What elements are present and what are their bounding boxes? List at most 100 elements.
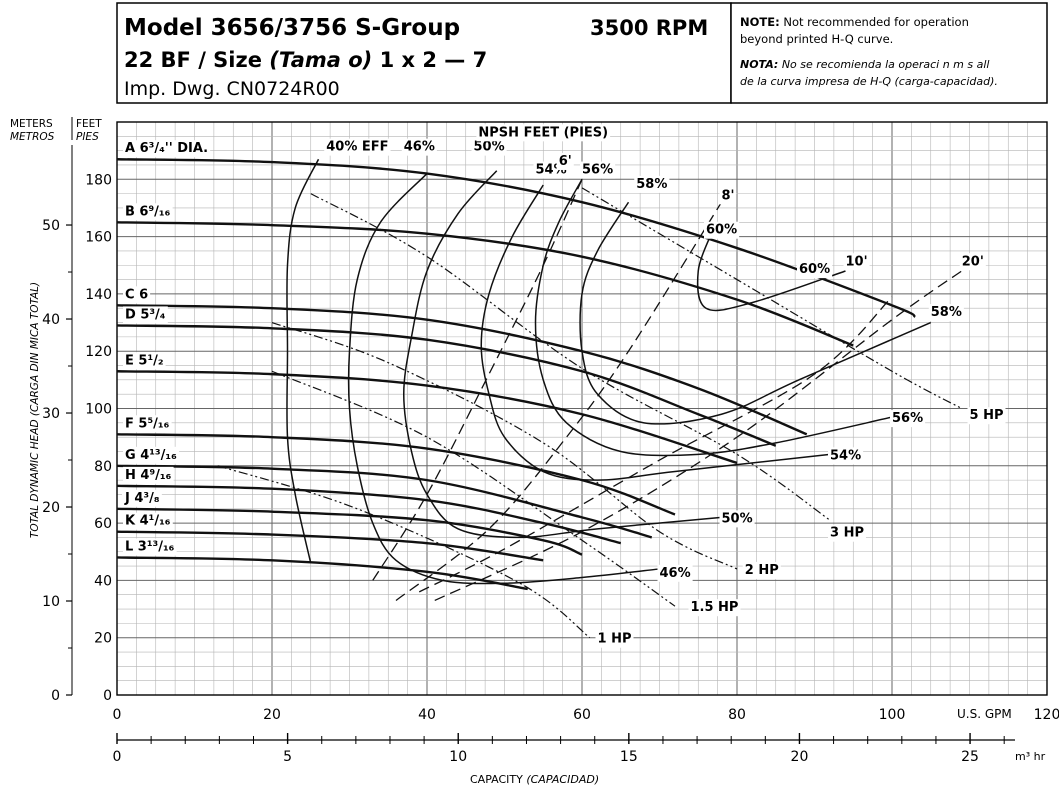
- nota-label: NOTA:: [740, 58, 778, 71]
- efficiency-label-bg: [324, 138, 391, 156]
- head-curve-label-bg: [123, 306, 168, 324]
- head-curve: [117, 324, 777, 447]
- m3hr-tick-label: 20: [791, 749, 809, 765]
- efficiency-label-right-bg: [928, 304, 964, 322]
- head-curve-label: F 5⁵/₁₆: [125, 416, 170, 431]
- meter-tick-label: 10: [42, 594, 60, 610]
- m3hr-tick-label: 5: [283, 749, 292, 765]
- efficiency-curve: [286, 158, 320, 564]
- nota-text1: No se recomienda la operaci n m s all: [778, 58, 989, 71]
- size-line: 22 BF / Size (Tama o) 1 x 2 — 7: [124, 48, 487, 72]
- efficiency-label-right: 60%: [799, 262, 830, 277]
- nota-line2: de la curva impresa de H-Q (carga-capaci…: [740, 75, 998, 88]
- head-curve-label: A 6³/₄'' DIA.: [125, 141, 208, 156]
- head-curve-label-bg: [123, 140, 211, 158]
- note-box: [730, 2, 1048, 104]
- npsh-label-bg: [843, 253, 870, 271]
- hp-label-bg: [688, 599, 741, 617]
- head-curve-label-bg: [123, 415, 172, 433]
- npsh-label-bg: [959, 253, 986, 271]
- m3hr-tick-label: 25: [961, 749, 979, 765]
- npsh-label: 6': [559, 154, 572, 169]
- head-curve-label-bg: [123, 286, 151, 304]
- meter-tick-label: 40: [42, 312, 60, 328]
- head-curve: [117, 556, 528, 591]
- head-curve: [117, 484, 622, 545]
- gpm-tick-label: 120: [1034, 707, 1059, 723]
- efficiency-label: 58%: [636, 177, 667, 192]
- gpm-tick-label: 80: [728, 707, 746, 723]
- feet-tick-label: 0: [103, 688, 112, 704]
- size-line-a: 22 BF / Size: [124, 48, 269, 72]
- head-curve-label: D 5³/₄: [125, 307, 166, 322]
- head-curve: [117, 530, 544, 562]
- npsh-title: NPSH FEET (PIES): [478, 125, 608, 140]
- efficiency-label-right-bg: [797, 261, 833, 279]
- gpm-tick-label: 100: [879, 707, 906, 723]
- head-curve-label: B 6⁹/₁₆: [125, 204, 171, 219]
- rpm-label: 3500 RPM: [590, 16, 708, 40]
- meters-header: METERS: [10, 118, 53, 130]
- efficiency-label-bg: [401, 138, 437, 156]
- efficiency-curve: [347, 173, 660, 585]
- efficiency-label-right: 58%: [931, 305, 962, 320]
- plot-area: [117, 158, 963, 639]
- head-curve-label-bg: [123, 446, 180, 464]
- efficiency-label-right-bg: [657, 564, 693, 582]
- feet-tick-label: 180: [85, 172, 112, 188]
- npsh-label: 20': [962, 254, 984, 269]
- efficiency-curve: [696, 227, 846, 312]
- x-axis-title: CAPACITY (CAPACIDAD): [470, 773, 599, 786]
- efficiency-label-right: 46%: [660, 566, 691, 581]
- efficiency-curve: [534, 178, 893, 457]
- efficiency-label-bg: [704, 221, 740, 239]
- npsh-curve: [372, 179, 583, 581]
- head-curve: [117, 507, 583, 556]
- head-curve-label: J 4³/₈: [124, 491, 160, 506]
- efficiency-label-right: 56%: [892, 411, 923, 426]
- note-label: NOTE:: [740, 15, 780, 29]
- x-axis-title-b: (CAPACIDAD): [526, 773, 599, 786]
- head-curve-label-bg: [123, 538, 177, 556]
- feet-tick-label: 120: [85, 344, 112, 360]
- feet-tick-label: 100: [85, 402, 112, 418]
- efficiency-label: 56%: [582, 163, 613, 178]
- hp-label-bg: [828, 524, 866, 542]
- feet-tick-label: 140: [85, 287, 112, 303]
- efficiency-label-right: 54%: [830, 448, 861, 463]
- head-curve-label: H 4⁹/₁₆: [125, 468, 172, 483]
- npsh-title-bg: [476, 124, 611, 142]
- y-axis-title: TOTAL DYNAMIC HEAD (CARGA DIN MICA TOTAL…: [29, 282, 41, 538]
- hp-curve: [310, 193, 831, 521]
- gpm-tick-label: 40: [418, 707, 436, 723]
- feet-tick-label: 160: [85, 230, 112, 246]
- efficiency-label: 46%: [404, 140, 435, 155]
- size-line-c: 1 x 2 — 7: [372, 48, 487, 72]
- plot-grid: [116, 121, 1048, 696]
- efficiency-label-bg: [634, 175, 670, 193]
- model-title: Model 3656/3756 S-Group: [124, 15, 460, 41]
- gpm-tick-label: 20: [263, 707, 281, 723]
- npsh-label: 10': [846, 254, 868, 269]
- efficiency-label-right-bg: [719, 510, 755, 528]
- hp-label-bg: [742, 561, 781, 579]
- head-curve-label: L 3¹³/₁₆: [125, 539, 175, 554]
- hp-label: 2 HP: [745, 563, 779, 578]
- hp-curve: [217, 465, 591, 639]
- hp-curve: [581, 187, 963, 410]
- head-curve-label: K 4¹/₁₆: [125, 514, 171, 529]
- m3hr-tick-label: 10: [449, 749, 467, 765]
- head-curve-label-bg: [123, 466, 174, 484]
- npsh-label: 8': [722, 188, 735, 203]
- efficiency-label-right-bg: [828, 447, 864, 465]
- note-text1: Not recommended for operation: [780, 15, 969, 29]
- impeller-drawing: Imp. Dwg. CN0724R00: [124, 78, 340, 100]
- hp-curve: [271, 370, 676, 607]
- feet-tick-label: 60: [94, 516, 112, 532]
- npsh-label-bg: [719, 187, 737, 205]
- title-box: [116, 2, 732, 104]
- head-curve-label: E 5¹/₂: [125, 353, 164, 368]
- hp-label-bg: [967, 407, 1006, 425]
